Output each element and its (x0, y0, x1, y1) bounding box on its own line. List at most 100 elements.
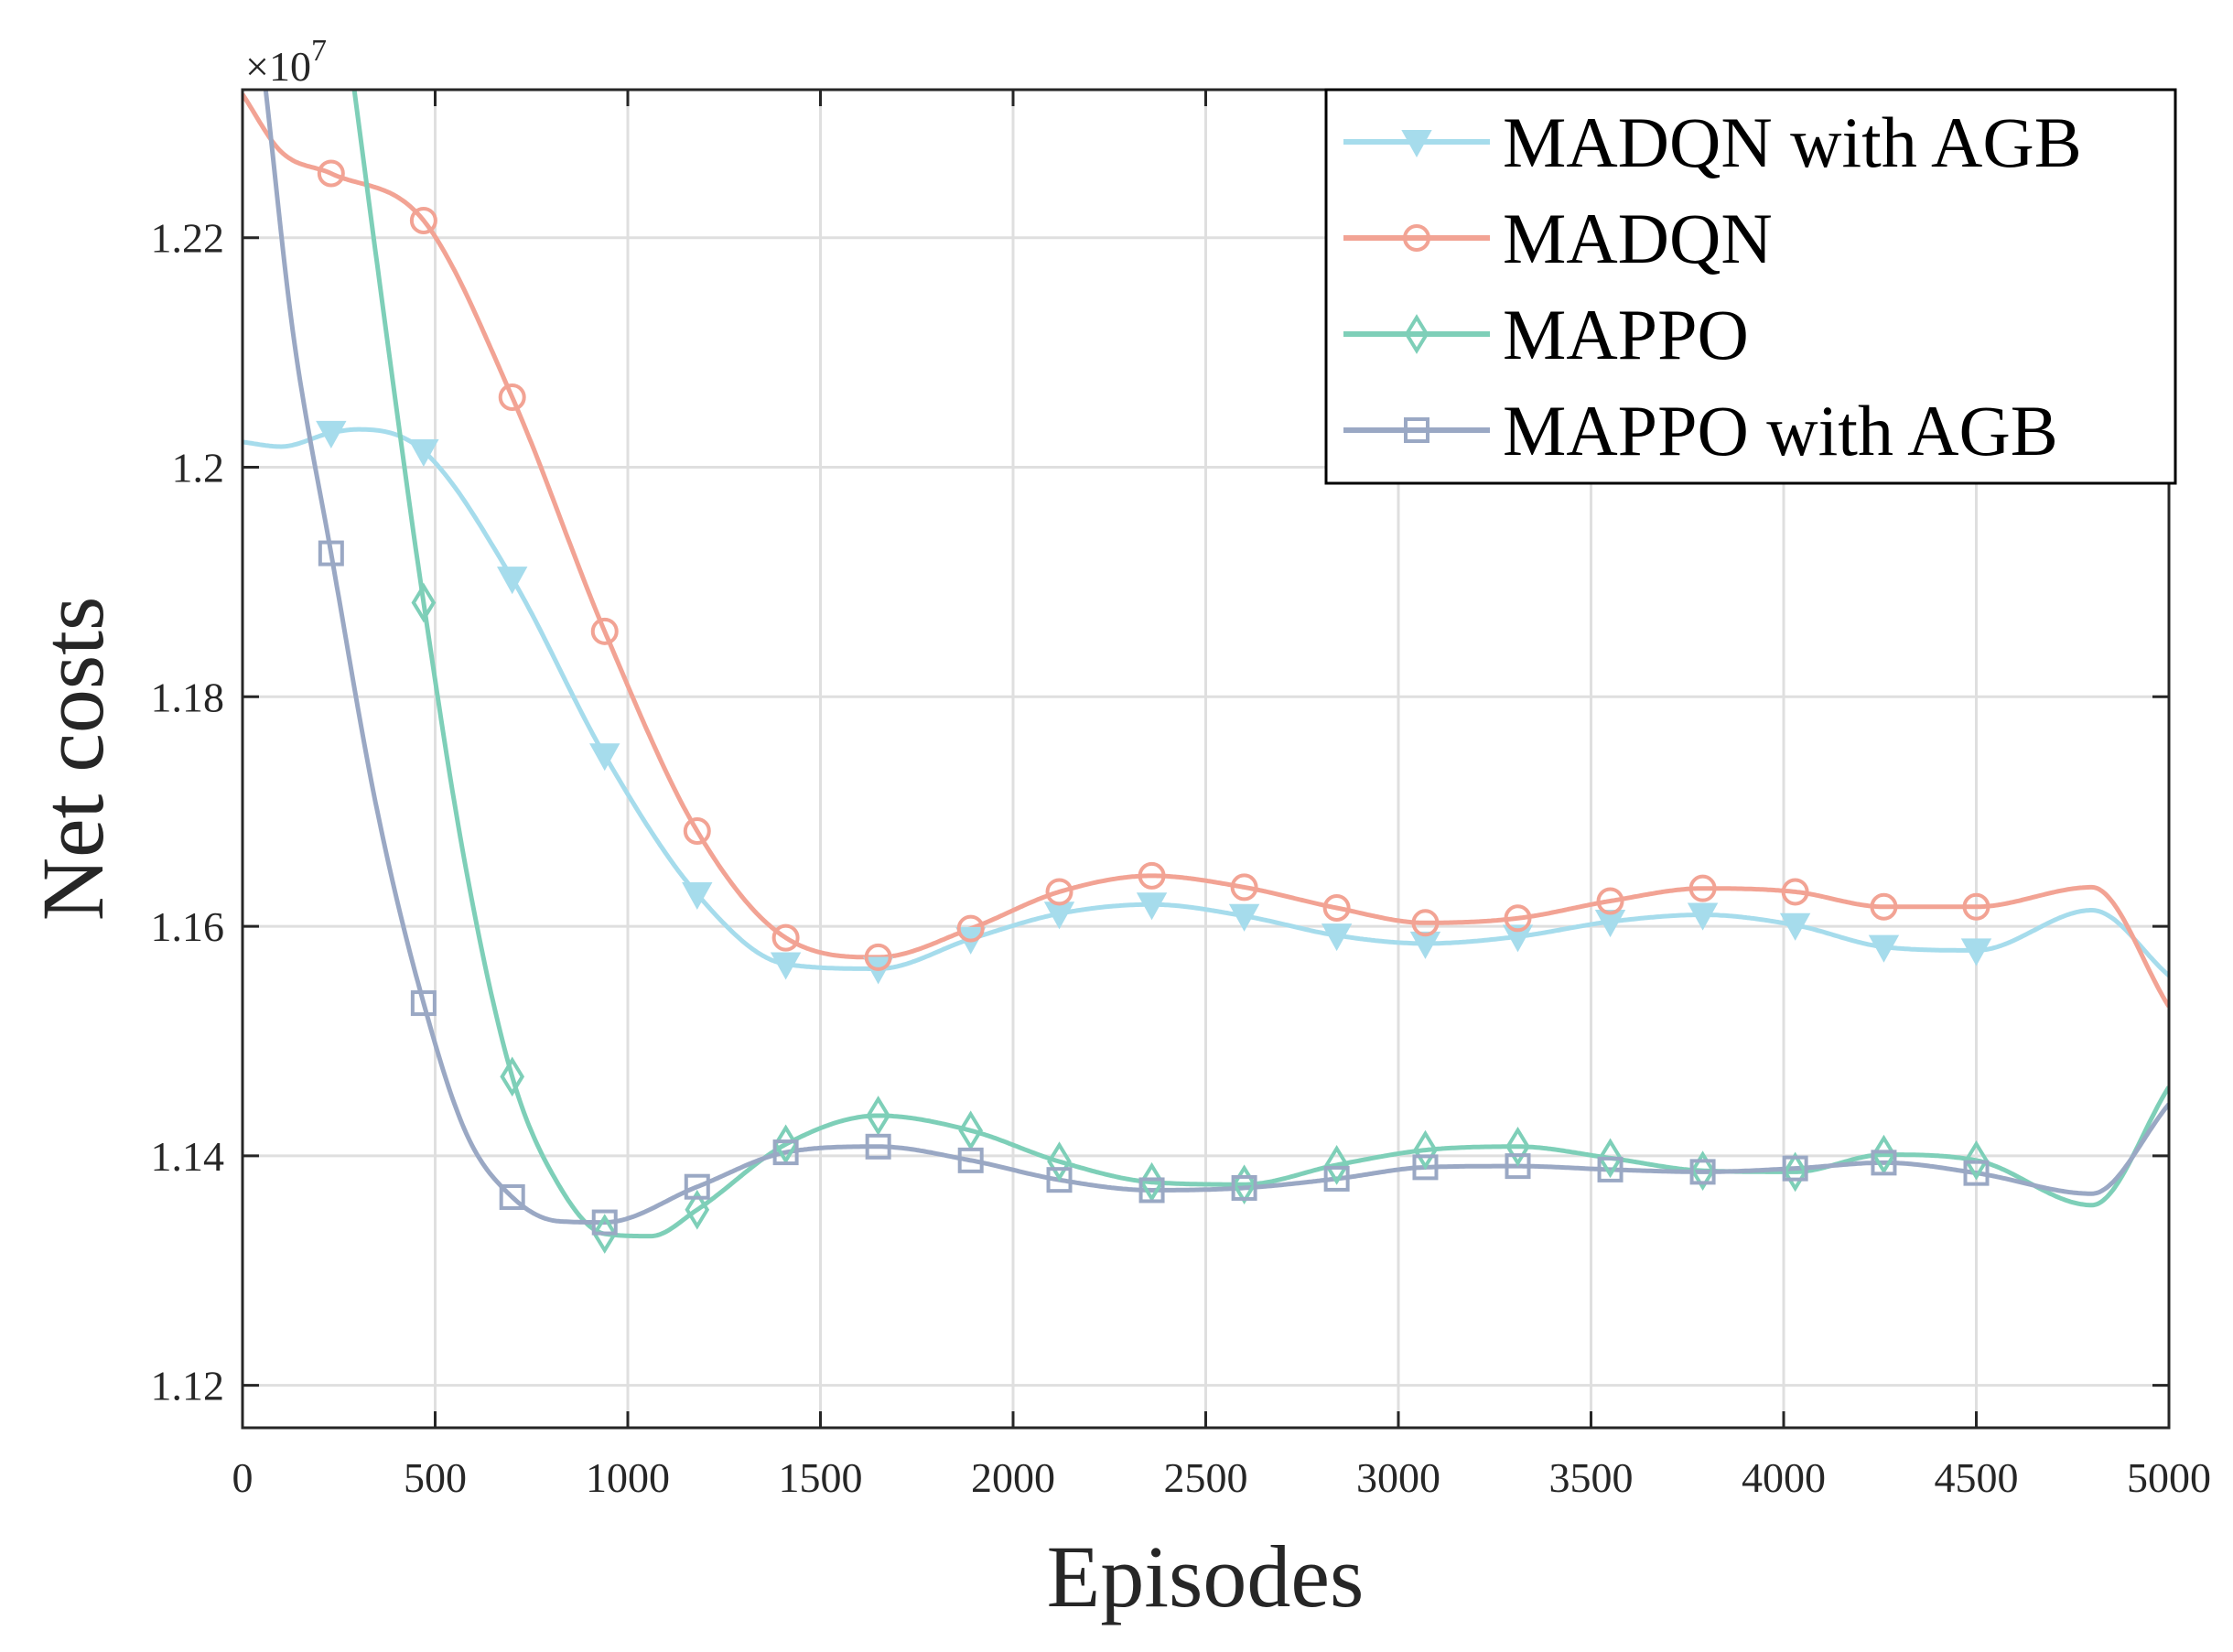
y-tick-label: 1.14 (151, 1133, 225, 1180)
series-4-marker (1505, 1153, 1531, 1180)
series-3-marker (1505, 1126, 1530, 1167)
series-4-marker (1963, 1160, 1990, 1186)
series-2-marker (683, 816, 711, 845)
legend-label-4: MAPPO with AGB (1503, 391, 2058, 470)
series-4-marker (1323, 1165, 1350, 1192)
series-1-marker (1228, 903, 1260, 932)
legend-marker-3 (1404, 314, 1429, 354)
series-4-marker (1689, 1159, 1716, 1185)
series-2-marker (1504, 904, 1532, 933)
series-2-marker (1230, 873, 1258, 902)
series-2-marker (1138, 861, 1166, 890)
series-2-marker (1870, 892, 1898, 921)
series-4-marker (591, 1209, 618, 1236)
y-tick-label: 1.2 (172, 445, 225, 491)
legend-box (1324, 88, 2177, 485)
series-3-marker (958, 1110, 984, 1151)
series-2-marker (956, 914, 985, 943)
series-lines (243, 90, 2169, 1239)
series-3-marker (1872, 1134, 1896, 1175)
series-2-marker (1045, 878, 1073, 906)
series-2-marker (317, 159, 345, 188)
series-1-marker (1868, 934, 1900, 963)
series-1-marker (1502, 924, 1534, 953)
x-tick-label: 2000 (971, 1454, 1055, 1501)
x-tick-label: 3000 (1356, 1454, 1440, 1501)
y-tick-label: 1.12 (151, 1363, 225, 1409)
series-1-marker (1779, 912, 1811, 941)
y-tick-label: 1.18 (151, 674, 225, 720)
series-2-marker (771, 923, 800, 952)
y-multiplier: ×107 (245, 34, 327, 90)
x-tick-label: 0 (232, 1454, 254, 1501)
series-3-marker (1232, 1164, 1257, 1205)
y-tick-label: 1.16 (151, 903, 225, 950)
legend-label-1: MADQN with AGB (1503, 103, 2082, 182)
series-1-marker (770, 952, 802, 980)
series-line-1 (243, 426, 2169, 977)
series-1-marker (497, 567, 528, 595)
series-1-marker (589, 743, 620, 772)
series-3-marker (1964, 1140, 1989, 1181)
x-tick-label: 2500 (1164, 1454, 1248, 1501)
series-2-marker (1688, 874, 1717, 902)
x-tick-label: 1000 (586, 1454, 670, 1501)
x-tick-label: 500 (404, 1454, 467, 1501)
y-tick-label: 1.22 (151, 215, 225, 262)
series-1-marker (316, 420, 347, 448)
series-1-marker (408, 438, 439, 468)
x-tick-label: 3500 (1549, 1454, 1634, 1501)
x-tick-label: 5000 (2127, 1454, 2211, 1501)
series-4-marker (1412, 1154, 1439, 1181)
legend-label-2: MADQN (1503, 199, 1773, 278)
series-3-marker (1598, 1138, 1623, 1179)
series-3-marker (773, 1124, 798, 1165)
x-tick-label: 1500 (779, 1454, 863, 1501)
y-axis-title: Net costs (24, 597, 122, 922)
series-2-marker (1596, 887, 1624, 915)
x-tick-label: 4000 (1742, 1454, 1826, 1501)
series-2-marker (590, 617, 619, 645)
series-2-marker (864, 943, 892, 971)
series-1-marker (1960, 938, 1992, 966)
series-line-3 (351, 90, 2169, 1239)
series-1-marker (1136, 892, 1168, 921)
series-2-marker (1962, 892, 1990, 921)
series-line-2 (243, 92, 2169, 1009)
legend-marker-2 (1403, 224, 1430, 252)
series-2-marker (1781, 878, 1809, 906)
series-4-marker (499, 1183, 525, 1210)
series-1-marker (1321, 923, 1353, 952)
series-line-4 (263, 90, 2169, 1226)
tick-labels: 0 500 1000 1500 2000 2500 3000 3500 4000 4500 5000… (151, 215, 2212, 1501)
series-2-marker (409, 206, 437, 234)
x-tick-label: 4500 (1935, 1454, 2019, 1501)
series-1-marker (1594, 910, 1626, 938)
series-2-marker (498, 383, 526, 412)
legend-marker-1 (1401, 130, 1432, 158)
series-4-marker (865, 1133, 891, 1160)
series-1-marker (682, 881, 713, 911)
series-markers (316, 159, 1992, 1254)
x-axis-title: Episodes (1047, 1528, 1365, 1625)
series-2-marker (1411, 909, 1440, 937)
legend-marker-4 (1404, 417, 1429, 443)
series-4-marker (1138, 1177, 1165, 1204)
series-3-marker (1413, 1129, 1438, 1171)
series-2-marker (1322, 894, 1351, 923)
series-3-marker (685, 1189, 710, 1230)
series-3-marker (411, 582, 437, 623)
series-3-marker (592, 1214, 618, 1254)
series-3-marker (1783, 1151, 1807, 1193)
series-3-marker (500, 1056, 525, 1097)
series-4-marker (1597, 1156, 1624, 1182)
series-4-marker (318, 540, 344, 567)
series-3-marker (1047, 1141, 1072, 1182)
series-4-marker (410, 990, 437, 1017)
series-4-marker (1046, 1167, 1073, 1193)
legend-label-3: MAPPO (1503, 295, 1749, 374)
series-3-marker (1324, 1145, 1349, 1185)
series-4-marker (1782, 1155, 1808, 1182)
series-3-marker (866, 1096, 890, 1136)
